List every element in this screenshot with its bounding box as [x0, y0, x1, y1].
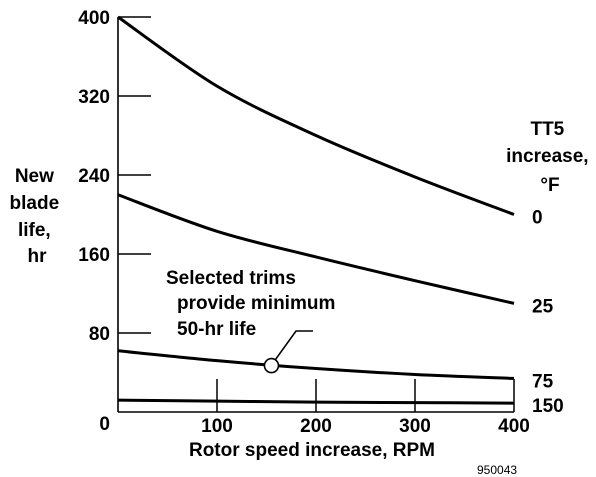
y-tick-label: 80 [89, 324, 110, 345]
series-line-150 [117, 398, 515, 405]
x-tick-label: 200 [300, 416, 332, 437]
y-tick-label: 160 [78, 245, 110, 266]
y-tick-label: 400 [78, 8, 110, 29]
series-lines [117, 15, 515, 405]
legend-title: TT5 increase, °F [506, 119, 594, 196]
annotation-text: Selected trims provide minimum 50-hr lif… [166, 268, 341, 340]
y-tick-label: 320 [78, 87, 110, 108]
x-ticks: 100 200 300 400 [201, 379, 530, 437]
x-axis-label: Rotor speed increase, RPM [189, 440, 435, 461]
x-tick-label: 400 [498, 416, 530, 437]
annotation-leader-line [274, 330, 313, 361]
legend-title-line-3: °F [540, 175, 559, 196]
y-axis-label: New blade life, hr [10, 166, 65, 267]
series-line-0 [117, 15, 515, 216]
annotation-line-1: Selected trims [166, 268, 296, 289]
annotation-line-2: provide minimum [177, 293, 335, 314]
y-label-line-4: hr [28, 246, 48, 267]
series-line-25 [117, 193, 515, 305]
y-label-line-1: New [15, 166, 54, 187]
series-label-75: 75 [532, 371, 554, 392]
series-label-0: 0 [532, 208, 543, 229]
y-ticks: 80 160 240 320 400 0 [78, 8, 151, 435]
legend-title-line-2: increase, [506, 146, 588, 167]
y-label-line-2: blade [10, 193, 60, 214]
origin-tick-label: 0 [99, 414, 110, 435]
series-line-75 [117, 349, 515, 380]
annotation-line-3: 50-hr life [177, 319, 256, 340]
series-labels: 0 25 75 150 [532, 208, 564, 418]
x-tick-label: 100 [201, 416, 233, 437]
legend-title-line-1: TT5 [530, 119, 564, 140]
x-tick-label: 300 [399, 416, 431, 437]
series-label-25: 25 [532, 296, 554, 317]
y-tick-label: 240 [78, 166, 110, 187]
series-label-150: 150 [532, 396, 564, 417]
annotation-marker [263, 357, 280, 374]
y-label-line-3: life, [18, 220, 51, 241]
figure-id: 950043 [477, 463, 517, 477]
